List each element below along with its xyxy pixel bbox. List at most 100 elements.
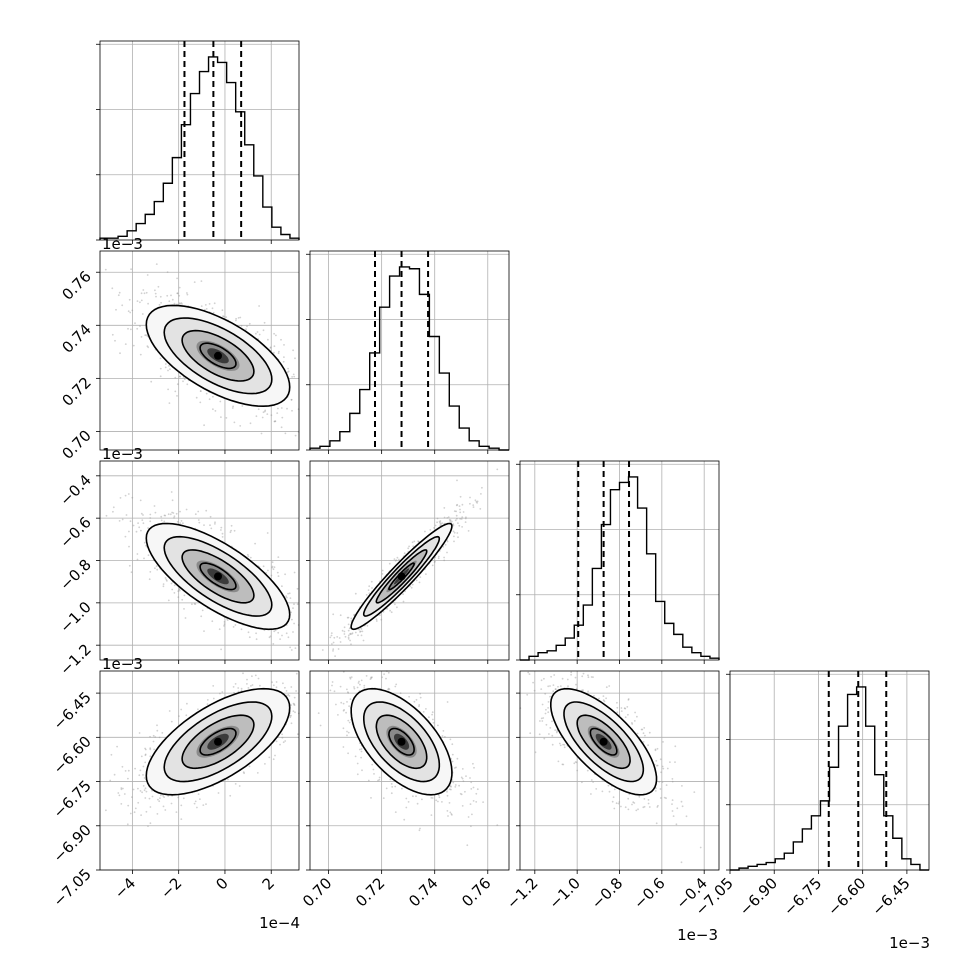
scatter-point	[162, 585, 165, 588]
x-tick-label: 0.76	[458, 874, 494, 910]
scatter-point	[339, 614, 342, 617]
scatter-point	[214, 523, 216, 525]
scatter-point	[223, 623, 226, 626]
scatter-point	[235, 319, 237, 322]
scatter-point	[395, 683, 398, 686]
scatter-point	[470, 825, 472, 828]
scatter-point	[331, 681, 334, 683]
scatter-point	[432, 721, 435, 724]
scatter-point	[119, 352, 121, 355]
y-tick-label: −6.90	[50, 821, 95, 866]
scatter-point	[270, 414, 273, 417]
scatter-point	[434, 560, 436, 563]
scatter-point	[381, 569, 384, 572]
scatter-point	[124, 535, 127, 538]
scatter-point	[290, 722, 293, 725]
scatter-point	[467, 530, 470, 532]
scatter-point	[347, 623, 350, 626]
scatter-point	[148, 578, 151, 581]
scatter-point	[354, 631, 357, 634]
scatter-point	[284, 573, 286, 576]
scatter-point	[284, 432, 287, 435]
scatter-point	[176, 383, 179, 386]
scatter-point	[180, 804, 183, 807]
scatter-point	[290, 611, 292, 614]
scatter-point	[296, 603, 299, 606]
scatter-point	[456, 517, 458, 520]
scatter-point	[219, 692, 221, 695]
scatter-point	[199, 401, 202, 404]
scatter-point	[446, 701, 449, 703]
scatter-point	[116, 745, 118, 748]
scatter-point	[270, 574, 273, 577]
scatter-point	[603, 700, 606, 703]
scatter-point	[231, 407, 234, 409]
scatter-point	[124, 770, 127, 772]
scatter-point	[212, 311, 215, 314]
scatter-point	[360, 756, 362, 759]
scatter-point	[159, 357, 162, 360]
scatter-point	[350, 617, 353, 620]
scatter-point	[277, 575, 280, 577]
scatter-point	[297, 733, 299, 736]
scatter-point	[121, 304, 124, 307]
scatter-point	[347, 752, 349, 755]
scatter-point	[159, 797, 161, 799]
scatter-point	[293, 375, 296, 378]
scatter-point	[202, 804, 205, 806]
scatter-point	[178, 589, 181, 592]
scatter-point	[136, 300, 139, 302]
scatter-point	[180, 520, 183, 522]
scatter-point	[247, 555, 250, 558]
scatter-point	[456, 479, 458, 482]
scatter-point	[450, 813, 453, 815]
scatter-point	[168, 300, 171, 303]
scatter-point	[210, 527, 213, 530]
scatter-point	[582, 672, 585, 675]
scatter-point	[373, 773, 375, 775]
scatter-point	[367, 779, 370, 782]
scatter-point	[173, 592, 176, 594]
scatter-point	[267, 569, 269, 572]
scatter-point	[179, 522, 182, 524]
scatter-point	[220, 526, 223, 529]
scatter-point	[154, 567, 156, 570]
scatter-point	[208, 303, 211, 305]
scatter-point	[197, 519, 200, 521]
scatter-point	[291, 376, 293, 378]
scatter-point	[447, 516, 450, 518]
scatter-point	[388, 562, 391, 565]
scatter-point	[137, 801, 140, 804]
scatter-point	[276, 412, 279, 414]
scatter-point	[208, 398, 211, 401]
scatter-point	[129, 520, 132, 523]
scatter-point	[431, 713, 433, 716]
scatter-point	[242, 672, 244, 675]
scatter-point	[229, 531, 232, 534]
scatter-point	[285, 632, 288, 635]
scatter-point	[269, 347, 272, 349]
scatter-point	[598, 697, 600, 700]
scatter-point	[456, 532, 459, 534]
scatter-point	[681, 805, 684, 808]
scatter-point	[455, 504, 458, 507]
scatter-point	[264, 410, 266, 413]
scatter-point	[269, 635, 272, 638]
x-tick-label: −6.90	[736, 874, 781, 919]
scatter-point	[444, 543, 447, 546]
scatter-point	[142, 514, 144, 516]
scatter-point	[459, 495, 462, 498]
scatter-point	[186, 292, 188, 294]
scatter-point	[246, 325, 248, 328]
scatter-point	[268, 756, 271, 759]
scatter-point	[159, 375, 162, 378]
scatter-point	[343, 633, 346, 635]
scatter-point	[292, 349, 294, 352]
scatter-point	[200, 280, 203, 282]
scatter-point	[443, 556, 445, 559]
scatter-point	[118, 520, 121, 522]
scatter-point	[476, 788, 479, 791]
scatter-point	[292, 631, 294, 633]
scatter-point	[419, 696, 422, 699]
scatter-point	[674, 745, 677, 748]
